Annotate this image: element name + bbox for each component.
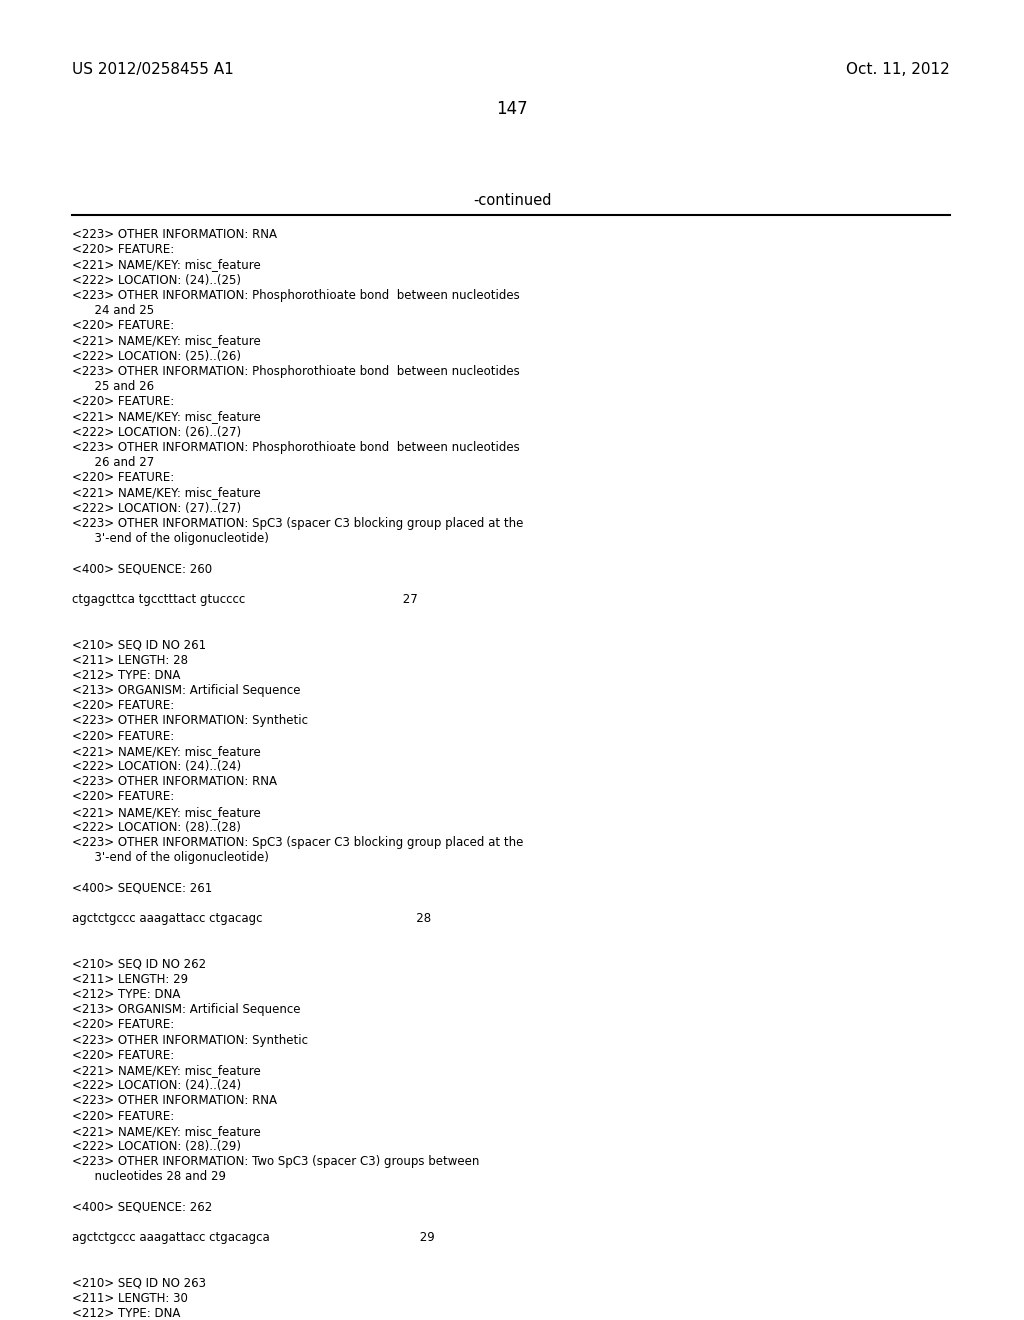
Text: <211> LENGTH: 30: <211> LENGTH: 30: [72, 1292, 187, 1305]
Text: ctgagcttca tgcctttact gtucccc                                          27: ctgagcttca tgcctttact gtucccc 27: [72, 593, 418, 606]
Text: <220> FEATURE:: <220> FEATURE:: [72, 700, 174, 713]
Text: <210> SEQ ID NO 263: <210> SEQ ID NO 263: [72, 1276, 206, 1290]
Text: 24 and 25: 24 and 25: [72, 304, 155, 317]
Text: <223> OTHER INFORMATION: SpC3 (spacer C3 blocking group placed at the: <223> OTHER INFORMATION: SpC3 (spacer C3…: [72, 836, 523, 849]
Text: <400> SEQUENCE: 261: <400> SEQUENCE: 261: [72, 882, 212, 895]
Text: <212> TYPE: DNA: <212> TYPE: DNA: [72, 1307, 180, 1320]
Text: <222> LOCATION: (28)..(28): <222> LOCATION: (28)..(28): [72, 821, 241, 834]
Text: <223> OTHER INFORMATION: Synthetic: <223> OTHER INFORMATION: Synthetic: [72, 1034, 308, 1047]
Text: <223> OTHER INFORMATION: Synthetic: <223> OTHER INFORMATION: Synthetic: [72, 714, 308, 727]
Text: Oct. 11, 2012: Oct. 11, 2012: [846, 62, 950, 77]
Text: <220> FEATURE:: <220> FEATURE:: [72, 791, 174, 804]
Text: <220> FEATURE:: <220> FEATURE:: [72, 1110, 174, 1122]
Text: <223> OTHER INFORMATION: RNA: <223> OTHER INFORMATION: RNA: [72, 228, 278, 242]
Text: <223> OTHER INFORMATION: RNA: <223> OTHER INFORMATION: RNA: [72, 775, 278, 788]
Text: <221> NAME/KEY: misc_feature: <221> NAME/KEY: misc_feature: [72, 486, 261, 499]
Text: 3'-end of the oligonucleotide): 3'-end of the oligonucleotide): [72, 851, 269, 865]
Text: <222> LOCATION: (24)..(25): <222> LOCATION: (24)..(25): [72, 273, 241, 286]
Text: <211> LENGTH: 28: <211> LENGTH: 28: [72, 653, 188, 667]
Text: <213> ORGANISM: Artificial Sequence: <213> ORGANISM: Artificial Sequence: [72, 684, 300, 697]
Text: <223> OTHER INFORMATION: Phosphorothioate bond  between nucleotides: <223> OTHER INFORMATION: Phosphorothioat…: [72, 441, 520, 454]
Text: <221> NAME/KEY: misc_feature: <221> NAME/KEY: misc_feature: [72, 744, 261, 758]
Text: <221> NAME/KEY: misc_feature: <221> NAME/KEY: misc_feature: [72, 411, 261, 424]
Text: <223> OTHER INFORMATION: SpC3 (spacer C3 blocking group placed at the: <223> OTHER INFORMATION: SpC3 (spacer C3…: [72, 517, 523, 529]
Text: <211> LENGTH: 29: <211> LENGTH: 29: [72, 973, 188, 986]
Text: <220> FEATURE:: <220> FEATURE:: [72, 1019, 174, 1031]
Text: <212> TYPE: DNA: <212> TYPE: DNA: [72, 987, 180, 1001]
Text: 3'-end of the oligonucleotide): 3'-end of the oligonucleotide): [72, 532, 269, 545]
Text: <220> FEATURE:: <220> FEATURE:: [72, 395, 174, 408]
Text: <221> NAME/KEY: misc_feature: <221> NAME/KEY: misc_feature: [72, 334, 261, 347]
Text: <220> FEATURE:: <220> FEATURE:: [72, 471, 174, 484]
Text: US 2012/0258455 A1: US 2012/0258455 A1: [72, 62, 233, 77]
Text: <220> FEATURE:: <220> FEATURE:: [72, 319, 174, 333]
Text: <221> NAME/KEY: misc_feature: <221> NAME/KEY: misc_feature: [72, 805, 261, 818]
Text: agctctgccc aaagattacc ctgacagca                                        29: agctctgccc aaagattacc ctgacagca 29: [72, 1232, 435, 1245]
Text: <212> TYPE: DNA: <212> TYPE: DNA: [72, 669, 180, 682]
Text: <223> OTHER INFORMATION: RNA: <223> OTHER INFORMATION: RNA: [72, 1094, 278, 1107]
Text: nucleotides 28 and 29: nucleotides 28 and 29: [72, 1171, 226, 1184]
Text: <213> ORGANISM: Artificial Sequence: <213> ORGANISM: Artificial Sequence: [72, 1003, 300, 1016]
Text: <221> NAME/KEY: misc_feature: <221> NAME/KEY: misc_feature: [72, 1064, 261, 1077]
Text: <221> NAME/KEY: misc_feature: <221> NAME/KEY: misc_feature: [72, 259, 261, 272]
Text: <222> LOCATION: (28)..(29): <222> LOCATION: (28)..(29): [72, 1140, 241, 1152]
Text: <222> LOCATION: (26)..(27): <222> LOCATION: (26)..(27): [72, 425, 241, 438]
Text: <222> LOCATION: (27)..(27): <222> LOCATION: (27)..(27): [72, 502, 241, 515]
Text: <222> LOCATION: (24)..(24): <222> LOCATION: (24)..(24): [72, 760, 241, 774]
Text: <400> SEQUENCE: 262: <400> SEQUENCE: 262: [72, 1201, 212, 1214]
Text: <210> SEQ ID NO 261: <210> SEQ ID NO 261: [72, 639, 206, 651]
Text: <222> LOCATION: (25)..(26): <222> LOCATION: (25)..(26): [72, 350, 241, 363]
Text: 147: 147: [497, 100, 527, 117]
Text: 26 and 27: 26 and 27: [72, 455, 155, 469]
Text: <210> SEQ ID NO 262: <210> SEQ ID NO 262: [72, 957, 206, 970]
Text: <223> OTHER INFORMATION: Phosphorothioate bond  between nucleotides: <223> OTHER INFORMATION: Phosphorothioat…: [72, 364, 520, 378]
Text: <220> FEATURE:: <220> FEATURE:: [72, 243, 174, 256]
Text: <220> FEATURE:: <220> FEATURE:: [72, 1049, 174, 1061]
Text: <400> SEQUENCE: 260: <400> SEQUENCE: 260: [72, 562, 212, 576]
Text: <220> FEATURE:: <220> FEATURE:: [72, 730, 174, 743]
Text: -continued: -continued: [473, 193, 551, 209]
Text: <222> LOCATION: (24)..(24): <222> LOCATION: (24)..(24): [72, 1080, 241, 1092]
Text: 25 and 26: 25 and 26: [72, 380, 155, 393]
Text: <221> NAME/KEY: misc_feature: <221> NAME/KEY: misc_feature: [72, 1125, 261, 1138]
Text: agctctgccc aaagattacc ctgacagc                                         28: agctctgccc aaagattacc ctgacagc 28: [72, 912, 431, 925]
Text: <223> OTHER INFORMATION: Two SpC3 (spacer C3) groups between: <223> OTHER INFORMATION: Two SpC3 (space…: [72, 1155, 479, 1168]
Text: <223> OTHER INFORMATION: Phosphorothioate bond  between nucleotides: <223> OTHER INFORMATION: Phosphorothioat…: [72, 289, 520, 302]
